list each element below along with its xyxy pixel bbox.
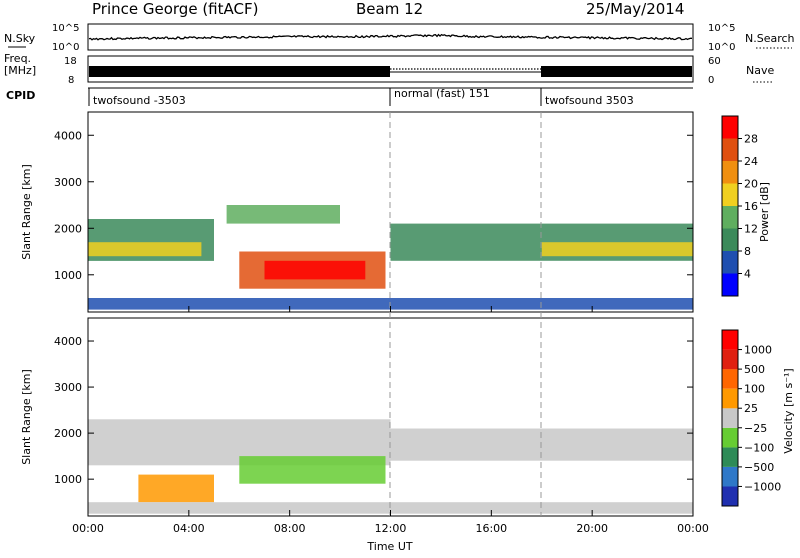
axes: 1000 2000 3000 4000 1000 2000 3000 4000 00:00 04:… xyxy=(54,129,709,535)
power-colorbar-label: Power [dB] xyxy=(758,182,771,242)
colorbar-frame xyxy=(721,329,739,507)
power-echo-core xyxy=(88,242,202,257)
freq-panel-frame xyxy=(87,55,694,83)
colorbar-swatch xyxy=(722,228,738,251)
power-colorbar: 4 8 12 16 20 24 28 xyxy=(721,115,758,297)
y-tick-label: 4000 xyxy=(54,129,82,142)
colorbar-swatch xyxy=(722,251,738,274)
date-title: 25/May/2014 xyxy=(586,0,684,18)
noise-right-tick-bottom: 10^0 xyxy=(708,42,735,53)
noise-right-label: N.Search xyxy=(745,32,795,45)
y-tick-label: 3000 xyxy=(54,176,82,189)
nave-right-tick-top: 60 xyxy=(708,56,721,67)
velocity-echo-positive xyxy=(239,456,386,484)
colorbar-tick-label: 12 xyxy=(744,223,758,236)
colorbar-swatch xyxy=(722,349,738,370)
colorbar-swatch xyxy=(722,388,738,409)
velocity-ylabel: Slant Range [km] xyxy=(20,369,33,465)
nave-right-tick-bottom: 0 xyxy=(708,75,714,86)
velocity-echo-afternoon xyxy=(390,428,693,461)
colorbar-swatch xyxy=(722,427,738,448)
colorbar-swatch xyxy=(722,161,738,184)
colorbar-swatch xyxy=(722,206,738,229)
colorbar-swatch xyxy=(722,183,738,206)
power-echo-upper xyxy=(226,205,340,224)
y-tick-label: 3000 xyxy=(54,381,82,394)
velocity-echo-negative xyxy=(138,474,214,503)
colorbar-swatch xyxy=(722,138,738,161)
x-tick-label: 20:00 xyxy=(576,522,608,535)
x-tick-label: 04:00 xyxy=(173,522,205,535)
colorbar-tick-label: −100 xyxy=(744,441,774,454)
cpid-segment-3: twofsound 3503 xyxy=(545,94,634,107)
y-tick-label: 1000 xyxy=(54,473,82,486)
y-tick-label: 1000 xyxy=(54,269,82,282)
noise-panel-frame xyxy=(87,23,694,51)
colorbar-swatch xyxy=(722,408,738,428)
noise-sky-line xyxy=(88,33,692,41)
noise-right-tick-top: 10^5 xyxy=(708,23,735,34)
colorbar-tick-label: 24 xyxy=(744,155,758,168)
freq-left-tick-bottom: 8 xyxy=(68,75,74,86)
velocity-colorbar: −1000 −500 −100 −25 25 100 500 1000 xyxy=(721,329,781,507)
colorbar-swatch xyxy=(722,486,738,506)
power-ylabel: Slant Range [km] xyxy=(20,164,33,260)
freq-band-right xyxy=(541,66,692,77)
x-tick-label: 12:00 xyxy=(375,522,407,535)
power-echo-evening xyxy=(541,242,694,257)
x-tick-label: 08:00 xyxy=(274,522,306,535)
colorbar-tick-label: 25 xyxy=(744,402,758,415)
power-echo-peak xyxy=(264,260,366,280)
noise-left-label: N.Sky xyxy=(4,32,36,45)
freq-band-left xyxy=(89,66,390,77)
colorbar-tick-label: 28 xyxy=(744,133,758,146)
colorbar-swatch xyxy=(722,116,738,139)
colorbar-tick-label: 4 xyxy=(744,268,751,281)
colorbar-swatch xyxy=(722,369,738,389)
cpid-segment-2: normal (fast) 151 xyxy=(394,87,490,100)
x-tick-label: 16:00 xyxy=(475,522,507,535)
x-tick-label: 00:00 xyxy=(677,522,709,535)
cpid-label: CPID xyxy=(6,89,35,102)
colorbar-tick-label: 1000 xyxy=(744,344,772,357)
colorbar-tick-label: 500 xyxy=(744,363,765,376)
freq-left-label-1: Freq. xyxy=(4,52,31,65)
y-tick-label: 2000 xyxy=(54,222,82,235)
freq-left-tick-top: 18 xyxy=(64,56,77,67)
colorbar-tick-label: 100 xyxy=(744,383,765,396)
colorbar-tick-label: 8 xyxy=(744,245,751,258)
colorbar-swatch xyxy=(722,330,738,350)
colorbar-swatch xyxy=(722,447,738,467)
x-tick-label: 00:00 xyxy=(72,522,104,535)
colorbar-swatch xyxy=(722,273,738,296)
noise-left-tick-bottom: 10^0 xyxy=(52,42,79,53)
beam-title: Beam 12 xyxy=(356,0,423,18)
colorbar-tick-label: −1000 xyxy=(744,480,781,493)
colorbar-tick-label: −25 xyxy=(744,422,767,435)
y-tick-label: 2000 xyxy=(54,427,82,440)
colorbar-tick-label: −500 xyxy=(744,461,774,474)
colorbar-tick-label: 20 xyxy=(744,178,758,191)
velocity-colorbar-label: Velocity [m s⁻¹] xyxy=(782,368,795,453)
nave-right-label: Nave xyxy=(746,64,774,77)
station-title: Prince George (fitACF) xyxy=(92,0,258,18)
colorbar-swatch xyxy=(722,466,738,487)
y-tick-label: 4000 xyxy=(54,335,82,348)
noise-left-tick-top: 10^5 xyxy=(52,23,79,34)
cpid-segment-1: twofsound -3503 xyxy=(93,94,186,107)
colorbar-tick-label: 16 xyxy=(744,200,758,213)
x-axis-label: Time UT xyxy=(366,540,412,553)
freq-left-label-2: [MHz] xyxy=(4,64,36,77)
